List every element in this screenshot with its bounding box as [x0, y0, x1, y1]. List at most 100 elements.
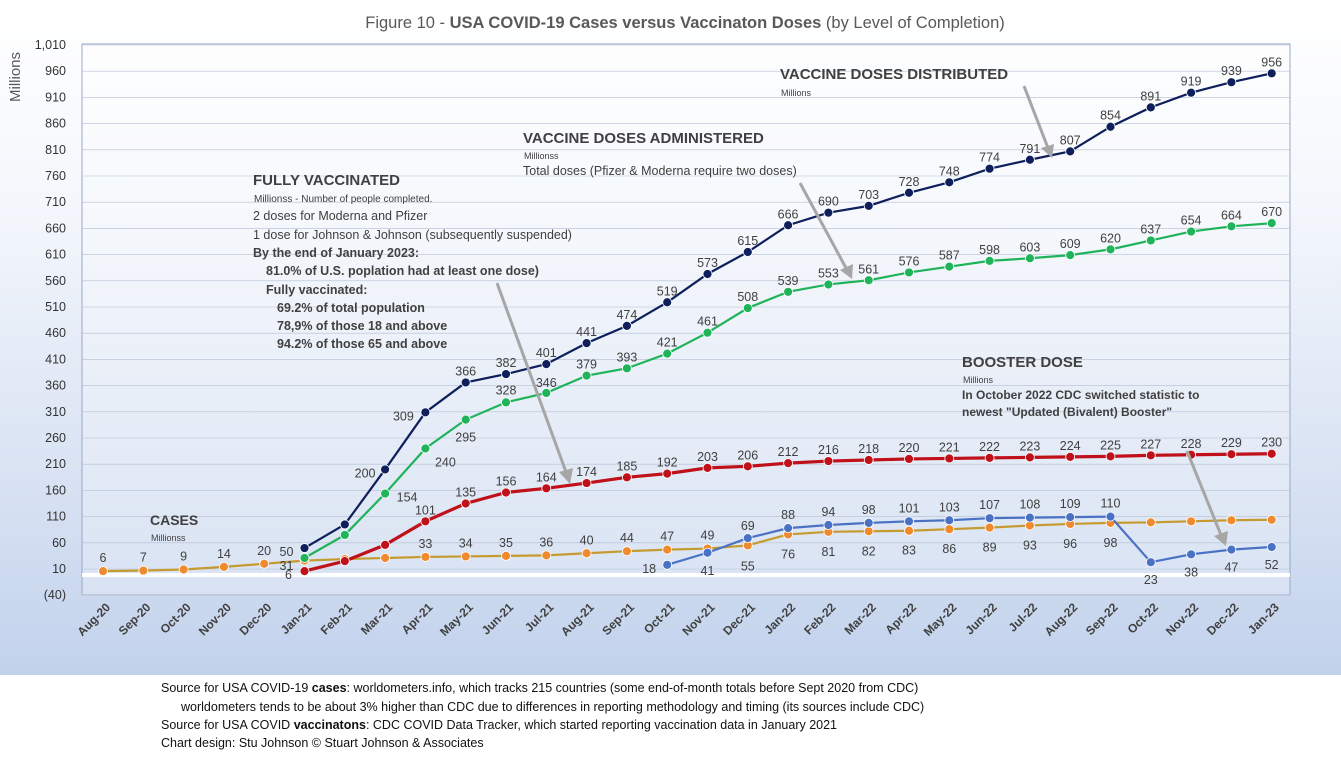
data-label: 98	[1104, 536, 1118, 550]
x-tick-label: Oct-20	[157, 600, 194, 637]
data-point	[541, 483, 552, 494]
data-label: 218	[858, 442, 879, 456]
data-point	[501, 487, 511, 498]
data-point	[1065, 451, 1076, 462]
x-tick-label: Nov-22	[1163, 600, 1201, 638]
data-label: 609	[1060, 237, 1081, 251]
data-point	[380, 539, 391, 550]
x-tick-label: Jun-21	[479, 600, 516, 637]
data-point	[460, 498, 471, 509]
y-tick-label: 10	[52, 562, 66, 576]
data-point	[944, 177, 955, 188]
data-label: 690	[818, 195, 839, 209]
data-label: 38	[1184, 565, 1198, 579]
y-tick-label: 410	[45, 352, 66, 366]
data-point	[944, 524, 955, 535]
arrow-booster-head	[1214, 531, 1228, 546]
data-point	[420, 516, 431, 527]
annot-fully-line2: 1 dose for Johnson & Johnson (subsequent…	[253, 228, 572, 242]
data-point	[742, 247, 753, 257]
data-point	[662, 297, 673, 308]
data-point	[380, 464, 391, 475]
data-label: 41	[701, 564, 715, 578]
data-point	[904, 516, 914, 527]
y-tick-label: 810	[45, 143, 66, 157]
data-point	[823, 456, 834, 466]
data-label: 222	[979, 440, 1000, 454]
data-point	[863, 275, 874, 286]
data-label: 220	[899, 441, 920, 455]
x-tick-label: Feb-22	[801, 600, 838, 637]
data-point	[944, 515, 955, 526]
data-label: 309	[393, 409, 414, 423]
data-label: 576	[899, 254, 920, 268]
data-point	[581, 478, 592, 488]
x-tick-label: Jul-22	[1006, 600, 1041, 635]
data-label: 664	[1221, 208, 1242, 222]
data-label: 206	[737, 448, 758, 462]
data-point	[904, 267, 914, 278]
x-tick-label: Sep-22	[1083, 600, 1121, 638]
data-label: 34	[459, 536, 473, 550]
data-label: 598	[979, 243, 1000, 257]
data-point	[380, 553, 391, 563]
y-tick-label: 210	[45, 457, 66, 471]
data-point	[541, 550, 552, 561]
data-label: 50	[280, 545, 294, 559]
data-point	[783, 458, 793, 469]
annot-distributed-sub: Millions	[781, 88, 812, 98]
data-label: 553	[818, 266, 839, 280]
data-point	[622, 546, 632, 557]
data-point	[1186, 516, 1196, 527]
data-label: 919	[1181, 75, 1202, 89]
data-label: 670	[1261, 205, 1282, 219]
annot-booster-line1: In October 2022 CDC switched statistic t…	[962, 388, 1199, 402]
annot-fully-sub: Millionss - Number of people completed.	[254, 194, 432, 205]
data-label: 14	[217, 547, 231, 561]
data-label: 346	[536, 376, 557, 390]
data-point	[138, 565, 149, 576]
data-point	[1065, 250, 1076, 261]
data-point	[1186, 226, 1196, 237]
data-label: 328	[496, 383, 517, 397]
data-label: 240	[435, 455, 456, 469]
data-point	[984, 163, 995, 174]
y-tick-label: 60	[52, 536, 66, 550]
data-label: 295	[455, 431, 476, 445]
data-point	[984, 522, 995, 533]
plot-area	[81, 43, 1291, 596]
data-label: 47	[660, 530, 674, 544]
data-point	[420, 407, 431, 418]
y-tick-label: 460	[45, 326, 66, 340]
y-tick-label: (40)	[44, 588, 66, 602]
data-label: 135	[455, 486, 476, 500]
annot-cases-title: CASES	[150, 512, 198, 528]
y-tick-label: 260	[45, 431, 66, 445]
data-point	[742, 461, 753, 472]
data-point	[1145, 102, 1156, 113]
data-label: 229	[1221, 436, 1242, 450]
x-tick-label: Dec-21	[720, 600, 758, 638]
footer-line-1: Source for USA COVID-19 cases: worldomet…	[161, 681, 918, 695]
footer-line1-post: : worldometers.info, which tracks 215 co…	[346, 681, 919, 695]
data-point	[1065, 512, 1076, 523]
data-label: 40	[580, 533, 594, 547]
data-point	[863, 455, 874, 465]
data-point	[662, 468, 673, 479]
data-point	[984, 453, 995, 463]
data-point	[904, 454, 914, 464]
data-label: 366	[455, 364, 476, 378]
data-point	[1105, 511, 1116, 522]
data-point	[1105, 244, 1116, 255]
data-point	[380, 488, 391, 499]
y-tick-label: 110	[46, 510, 66, 524]
x-tick-label: Jan-23	[1245, 600, 1282, 637]
data-point	[541, 388, 552, 398]
x-tick-label: Dec-20	[237, 600, 275, 638]
x-tick-label: Oct-21	[641, 600, 678, 637]
y-tick-label: 860	[45, 117, 66, 131]
data-label: 474	[616, 308, 637, 322]
data-label: 203	[697, 450, 718, 464]
data-label: 35	[499, 536, 513, 550]
